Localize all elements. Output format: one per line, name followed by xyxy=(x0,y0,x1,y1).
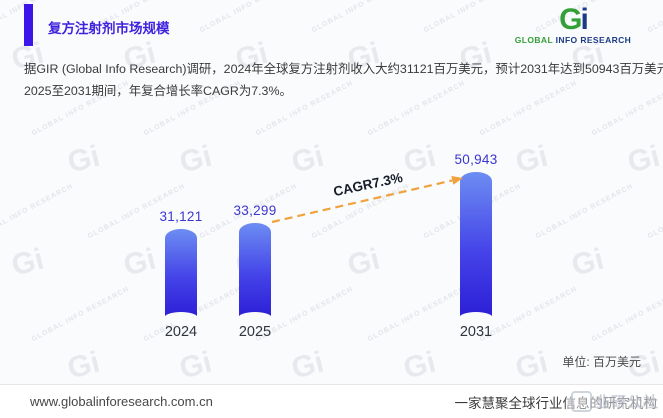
axis-label-2031: 2031 xyxy=(459,324,493,340)
bar-2025 xyxy=(238,223,272,324)
intro-line-2: 2025至2031期间，年复合增长率CAGR为7.3%。 xyxy=(24,84,292,98)
title-accent-bar xyxy=(24,4,33,46)
bar-2024 xyxy=(164,229,198,324)
bar-group-2025: 33,299 2025 xyxy=(219,203,291,340)
axis-label-2024: 2024 xyxy=(164,324,198,340)
corner-watermark: 韭研公社 xyxy=(566,389,663,414)
logo-letter-g: G xyxy=(559,3,582,36)
page-title: 复方注射剂市场规模 xyxy=(48,21,170,36)
corner-watermark-logo-icon xyxy=(570,391,592,412)
intro-text: 据GIR (Global Info Research)调研，2024年全球复方注… xyxy=(24,58,663,102)
corner-watermark-text: 韭研公社 xyxy=(594,394,659,411)
bar-group-2031: 50,943 2031 xyxy=(440,152,512,340)
gir-logo-mark-icon: Gi xyxy=(503,3,643,36)
bar-group-2024: 31,121 2024 xyxy=(145,209,217,340)
logo-word-info-research: INFO RESEARCH xyxy=(555,35,632,45)
logo-letter-i: i xyxy=(580,3,589,36)
bar-value-label: 31,121 xyxy=(159,209,203,224)
logo-word-global: GLOBAL xyxy=(514,35,553,45)
unit-label: 单位: 百万美元 xyxy=(562,355,641,369)
gir-logo: Gi GLOBAL INFO RESEARCH xyxy=(503,3,643,45)
intro-line-1: 据GIR (Global Info Research)调研，2024年全球复方注… xyxy=(24,62,663,76)
cagr-annotation: CAGR7.3% xyxy=(331,169,405,200)
gir-logo-text: GLOBAL INFO RESEARCH xyxy=(503,36,643,45)
bar-value-label: 33,299 xyxy=(233,203,277,218)
axis-label-2025: 2025 xyxy=(238,324,272,340)
footer: www.globalinforesearch.com.cn 一家慧聚全球行业信息… xyxy=(0,384,663,418)
bar-2031 xyxy=(459,172,493,324)
footer-website-url: www.globalinforesearch.com.cn xyxy=(30,394,213,409)
footer-slogan: 一家慧聚全球行业信息的研究机构 xyxy=(454,395,658,411)
bar-value-label: 50,943 xyxy=(454,152,498,167)
